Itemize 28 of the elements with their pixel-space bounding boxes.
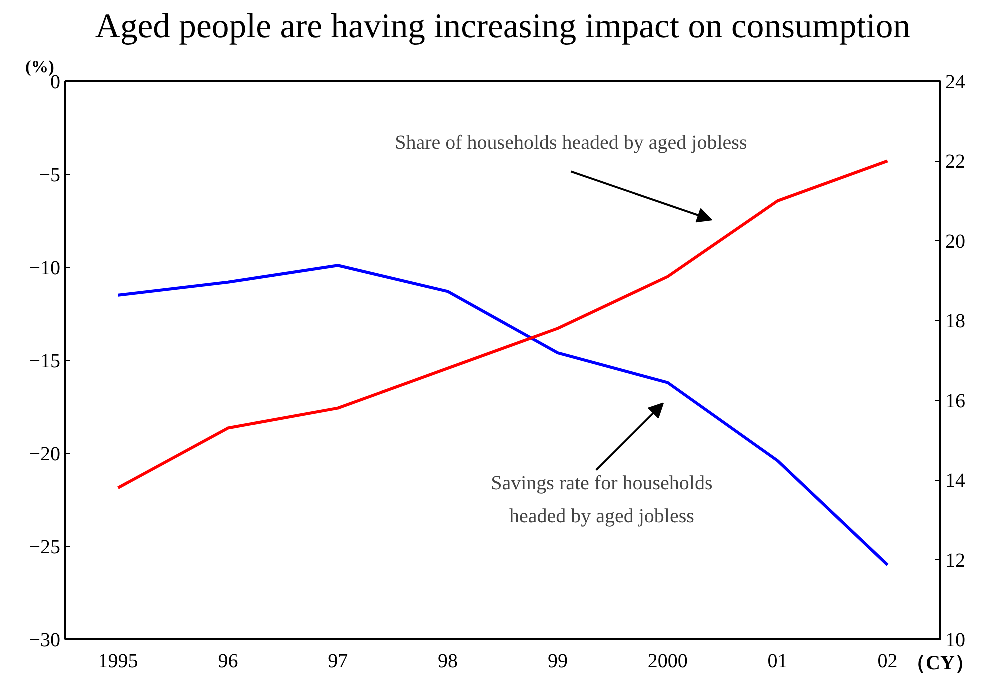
y2-tick-label: 24	[946, 72, 966, 94]
chart-title: Aged people are having increasing impact on consumption	[95, 8, 911, 46]
y2-tick-label: 12	[946, 550, 966, 572]
line-series	[116, 264, 890, 567]
text: Share of households headed by aged jobless	[395, 132, 748, 154]
x-axis-title: （CY）	[906, 652, 975, 674]
x-tick-label: 1995	[98, 650, 138, 672]
y-tick-label: −30	[29, 630, 60, 652]
y2-tick-label: 22	[946, 151, 966, 174]
y-tick-label: −20	[29, 444, 60, 466]
x-tick-label: 99	[548, 650, 568, 672]
y-tick-label: −25	[29, 536, 60, 558]
y2-tick-label: 16	[946, 390, 966, 412]
y2-tick-label: 14	[946, 470, 966, 492]
x-tick-label: 96	[218, 650, 238, 672]
y-axis-title: (%)	[26, 58, 55, 76]
x-tick-label: 01	[768, 650, 788, 672]
y2-tick-label: 10	[946, 630, 966, 652]
x-tick-label: 2000	[648, 650, 688, 672]
y-tick-label: −5	[39, 164, 60, 186]
x-tick-label: 97	[328, 650, 348, 672]
y-tick-label: −10	[29, 258, 60, 280]
x-tick-label: 02	[878, 650, 898, 672]
y-tick-label: −15	[29, 350, 60, 372]
y2-tick-label: 18	[946, 310, 966, 333]
text: Savings rate for households headed by aged jobless	[491, 472, 713, 528]
x-tick-label: 98	[438, 650, 458, 672]
y2-tick-label: 20	[946, 230, 966, 253]
